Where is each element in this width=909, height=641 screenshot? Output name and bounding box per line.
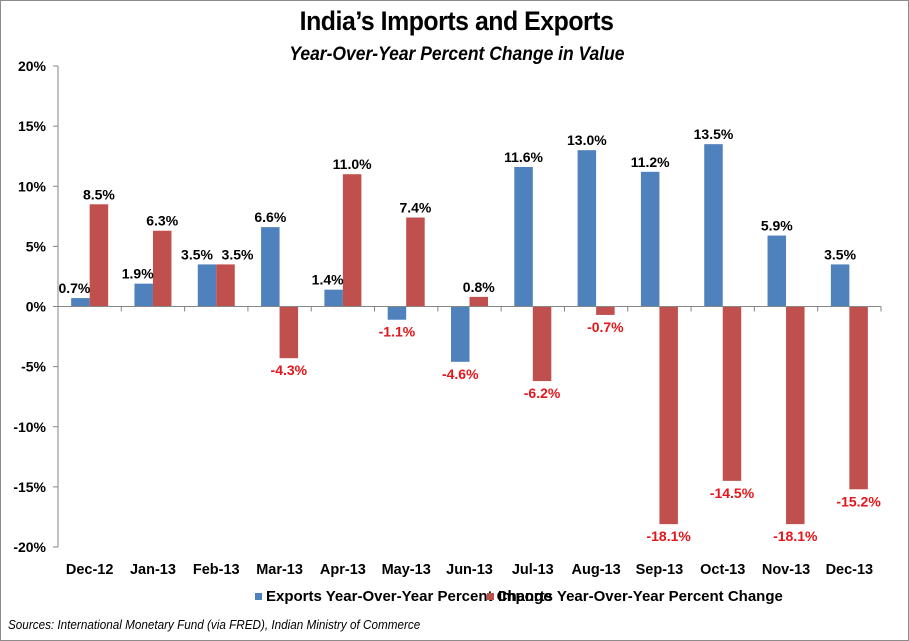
export-bar: [197, 264, 217, 307]
y-tick-label: -15%: [13, 479, 46, 495]
export-bar: [514, 167, 533, 307]
import-data-label: -4.3%: [271, 362, 308, 378]
export-data-label: 1.4%: [312, 272, 344, 288]
export-bar: [830, 264, 850, 307]
import-data-label: -18.1%: [646, 528, 691, 544]
legend: Exports Year-Over-Year Percent Change Im…: [0, 588, 909, 608]
y-tick-label: 10%: [18, 178, 47, 194]
x-tick-label: May-13: [382, 562, 431, 578]
y-tick-label: -5%: [21, 359, 46, 375]
y-tick-label: 15%: [18, 118, 47, 134]
import-data-label: 8.5%: [83, 186, 115, 202]
legend-item-imports: Imports Year-Over-Year Percent Change: [487, 588, 783, 605]
export-data-label: 3.5%: [181, 246, 213, 262]
import-bar: [722, 306, 742, 481]
import-data-label: 3.5%: [222, 246, 254, 262]
import-data-label: 7.4%: [399, 200, 431, 216]
export-bar: [767, 235, 787, 307]
x-tick-label: Oct-13: [700, 562, 745, 578]
import-bar: [849, 306, 868, 490]
import-data-label: 11.0%: [333, 156, 372, 172]
y-tick-label: -20%: [13, 539, 46, 555]
export-data-label: -4.6%: [442, 366, 479, 382]
import-bar: [406, 217, 425, 307]
x-tick-label: Jun-13: [446, 562, 493, 578]
export-data-label: 3.5%: [824, 246, 856, 262]
export-data-label: 6.6%: [254, 209, 286, 225]
x-tick-label: Nov-13: [762, 562, 810, 578]
import-bar: [532, 306, 552, 382]
export-data-label: 1.9%: [122, 266, 154, 282]
import-data-label: -15.2%: [836, 493, 881, 509]
y-tick-label: 5%: [26, 238, 47, 254]
import-bar: [786, 306, 805, 525]
export-data-label: 11.2%: [631, 154, 670, 170]
import-bar: [469, 296, 488, 307]
x-tick-label: Dec-12: [66, 562, 114, 578]
export-bar: [704, 144, 723, 307]
export-bar: [324, 289, 343, 307]
legend-label-exports: Exports Year-Over-Year Percent Change: [266, 588, 552, 605]
legend-swatch-exports: [255, 593, 262, 600]
x-tick-label: Jul-13: [512, 562, 554, 578]
legend-swatch-imports: [487, 593, 494, 600]
export-bar: [387, 306, 407, 320]
import-data-label: 6.3%: [146, 213, 178, 229]
export-bar: [640, 171, 660, 307]
import-data-label: -0.7%: [587, 319, 624, 335]
import-bar: [342, 174, 362, 307]
export-data-label: 13.0%: [567, 132, 607, 148]
import-bar: [279, 306, 299, 359]
import-data-label: -18.1%: [773, 528, 818, 544]
import-data-label: -6.2%: [524, 385, 561, 401]
export-bar: [577, 150, 597, 307]
export-bar: [71, 298, 90, 307]
y-tick-label: -10%: [13, 419, 46, 435]
x-tick-label: Dec-13: [826, 562, 874, 578]
import-bar: [89, 204, 109, 307]
x-tick-label: Sep-13: [636, 562, 684, 578]
legend-label-imports: Imports Year-Over-Year Percent Change: [498, 588, 783, 605]
legend-item-exports: Exports Year-Over-Year Percent Change: [255, 588, 552, 605]
export-data-label: 13.5%: [694, 126, 734, 142]
chart-subtitle: Year-Over-Year Percent Change in Value: [289, 44, 625, 65]
import-bar: [659, 306, 678, 525]
export-data-label: -1.1%: [379, 324, 416, 340]
x-tick-label: Feb-13: [193, 562, 240, 578]
import-bar: [216, 264, 235, 307]
import-bar: [596, 306, 615, 315]
export-bar: [261, 227, 280, 307]
x-tick-label: Mar-13: [256, 562, 303, 578]
source-note: Sources: International Monetary Fund (vi…: [8, 617, 421, 632]
export-bar: [134, 283, 153, 307]
import-bar: [152, 230, 172, 307]
export-data-label: 5.9%: [761, 218, 793, 234]
y-tick-label: 20%: [18, 58, 47, 74]
import-data-label: 0.8%: [463, 279, 495, 295]
x-tick-label: Apr-13: [320, 562, 366, 578]
chart-title: India’s Imports and Exports: [299, 6, 614, 36]
export-data-label: 0.7%: [58, 280, 90, 296]
x-tick-label: Aug-13: [572, 562, 621, 578]
import-data-label: -14.5%: [710, 485, 755, 501]
y-tick-label: 0%: [26, 299, 47, 315]
x-tick-label: Jan-13: [130, 562, 176, 578]
export-bar: [451, 306, 470, 362]
export-data-label: 11.6%: [504, 149, 543, 165]
